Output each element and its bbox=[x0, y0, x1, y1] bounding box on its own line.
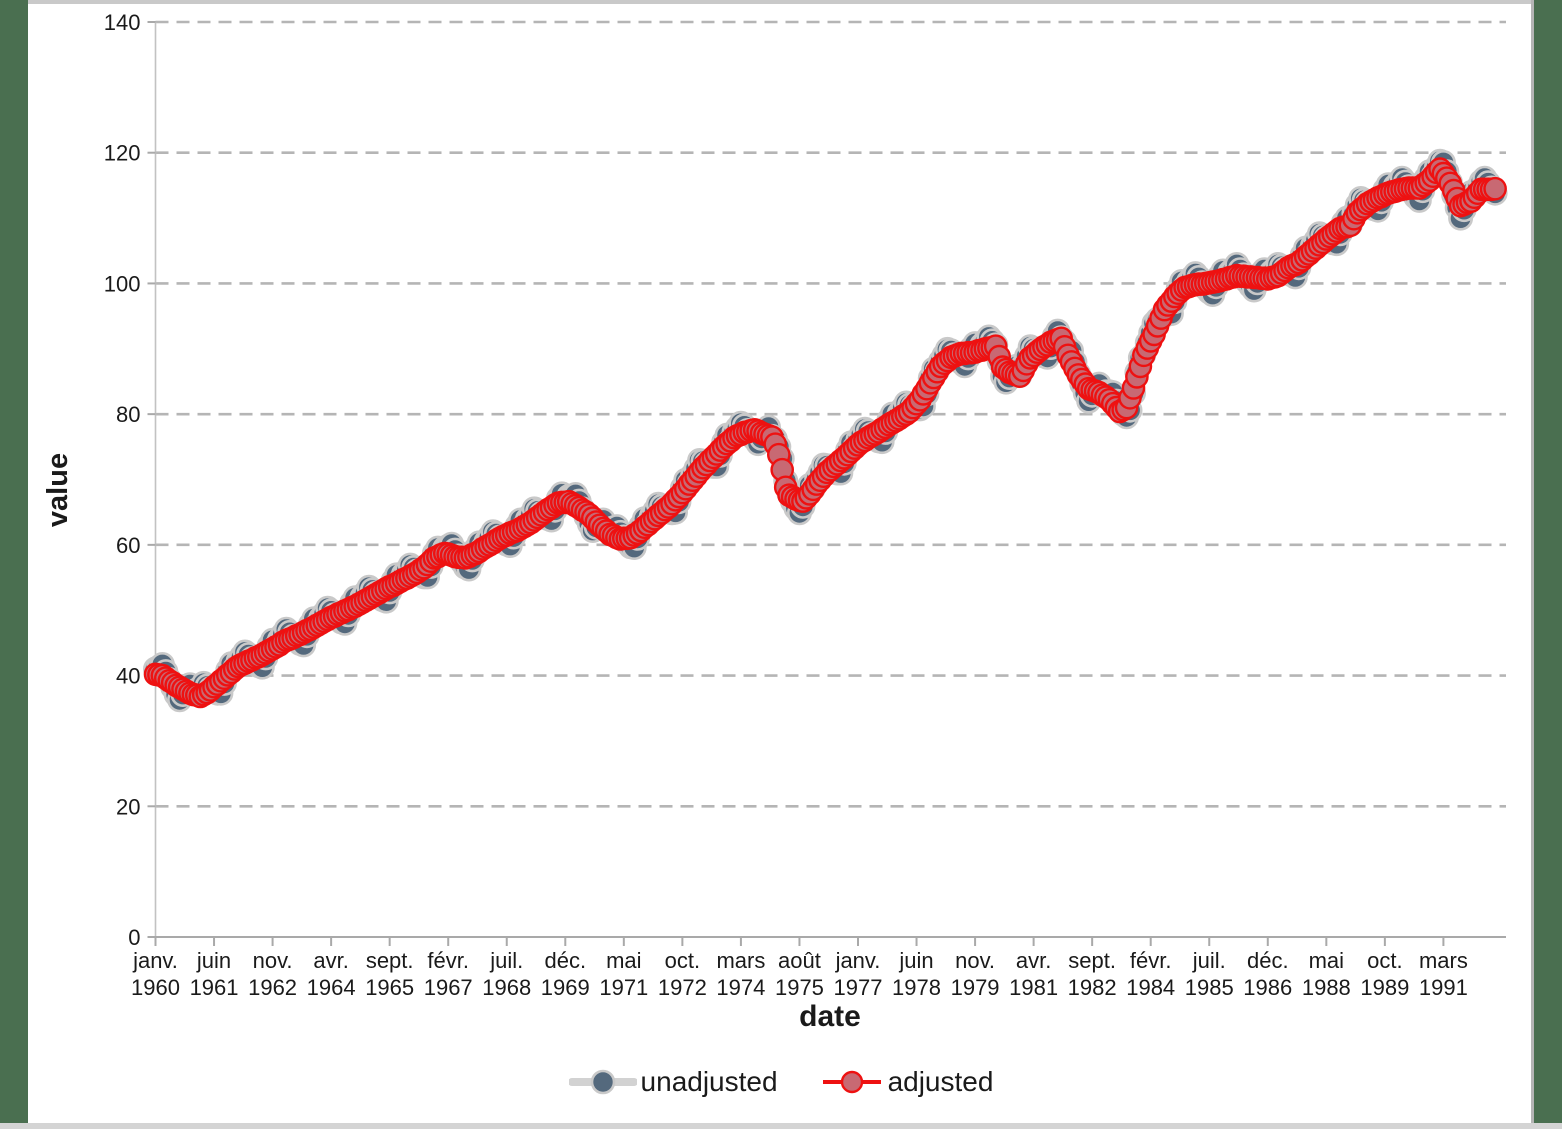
window-bottom-border bbox=[0, 1123, 1562, 1129]
x-tick-label-month: oct. bbox=[1367, 948, 1402, 973]
x-tick-label-year: 1991 bbox=[1419, 975, 1468, 1000]
y-tick-label: 40 bbox=[116, 664, 140, 689]
x-tick-label-month: mai bbox=[606, 948, 641, 973]
x-tick-label-year: 1962 bbox=[248, 975, 297, 1000]
x-tick-label-year: 1975 bbox=[775, 975, 824, 1000]
x-tick-label-month: mars bbox=[1419, 948, 1468, 973]
legend: unadjusted adjusted bbox=[30, 1066, 1532, 1098]
x-tick-label-month: juil. bbox=[489, 948, 523, 973]
x-axis-title: date bbox=[799, 1000, 861, 1033]
x-tick-label-month: juin bbox=[196, 948, 231, 973]
window-left-border bbox=[0, 0, 28, 1129]
x-tick-label-year: 1978 bbox=[892, 975, 941, 1000]
x-tick-label-month: mars bbox=[716, 948, 765, 973]
legend-item-adjusted[interactable]: adjusted bbox=[820, 1066, 994, 1098]
legend-label-adjusted: adjusted bbox=[887, 1066, 994, 1097]
x-tick-label-month: janv. bbox=[132, 948, 178, 973]
y-axis-title: value bbox=[41, 452, 74, 528]
x-tick-label-month: déc. bbox=[1247, 948, 1289, 973]
x-tick-label-year: 1981 bbox=[1009, 975, 1058, 1000]
x-tick-label-month: sept. bbox=[366, 948, 414, 973]
x-tick-label-year: 1967 bbox=[424, 975, 473, 1000]
y-tick-label: 80 bbox=[116, 402, 140, 427]
x-tick-label-month: nov. bbox=[955, 948, 995, 973]
x-tick-label-month: oct. bbox=[665, 948, 700, 973]
adjusted-series-marker-icon bbox=[822, 1070, 881, 1094]
legend-item-unadjusted[interactable]: unadjusted bbox=[568, 1066, 778, 1098]
window-right-border bbox=[1534, 0, 1562, 1129]
x-tick-label-month: déc. bbox=[544, 948, 586, 973]
legend-label-unadjusted: unadjusted bbox=[640, 1066, 778, 1097]
x-tick-label-month: août bbox=[778, 948, 821, 973]
x-tick-label-year: 1960 bbox=[131, 975, 180, 1000]
x-tick-label-month: juil. bbox=[1192, 948, 1226, 973]
y-tick-label: 100 bbox=[104, 271, 141, 296]
x-tick-label-year: 1984 bbox=[1126, 975, 1175, 1000]
x-tick-label-year: 1989 bbox=[1360, 975, 1409, 1000]
y-tick-label: 0 bbox=[128, 925, 140, 950]
window-right-border-line bbox=[1531, 0, 1534, 1129]
tick-labels: 020406080100120140janv.1960juin1961nov.1… bbox=[104, 10, 1468, 1000]
x-tick-label-year: 1968 bbox=[482, 975, 531, 1000]
y-tick-label: 120 bbox=[104, 141, 141, 166]
x-tick-label-month: févr. bbox=[427, 948, 469, 973]
x-tick-label-year: 1961 bbox=[190, 975, 239, 1000]
adjusted-data-point bbox=[1483, 176, 1507, 201]
x-tick-label-year: 1964 bbox=[307, 975, 356, 1000]
x-tick-label-year: 1974 bbox=[716, 975, 765, 1000]
x-tick-label-month: avr. bbox=[313, 948, 348, 973]
x-tick-label-year: 1979 bbox=[951, 975, 1000, 1000]
x-tick-label-month: janv. bbox=[835, 948, 881, 973]
x-tick-label-month: mai bbox=[1309, 948, 1344, 973]
data-series bbox=[143, 148, 1508, 713]
x-tick-label-year: 1988 bbox=[1302, 975, 1351, 1000]
x-tick-label-year: 1972 bbox=[658, 975, 707, 1000]
x-tick-label-month: avr. bbox=[1016, 948, 1051, 973]
window-top-border bbox=[28, 0, 1531, 4]
x-tick-label-month: nov. bbox=[253, 948, 293, 973]
y-tick-label: 140 bbox=[104, 10, 141, 35]
x-tick-label-month: févr. bbox=[1130, 948, 1172, 973]
x-tick-label-year: 1982 bbox=[1068, 975, 1117, 1000]
x-tick-label-year: 1985 bbox=[1185, 975, 1234, 1000]
x-tick-label-month: sept. bbox=[1068, 948, 1116, 973]
x-tick-label-year: 1986 bbox=[1243, 975, 1292, 1000]
axes bbox=[147, 21, 1506, 946]
x-tick-label-year: 1971 bbox=[599, 975, 648, 1000]
x-tick-label-year: 1969 bbox=[541, 975, 590, 1000]
y-tick-label: 60 bbox=[116, 533, 140, 558]
unadjusted-series-marker-icon bbox=[568, 1069, 637, 1095]
x-tick-label-month: juin bbox=[898, 948, 933, 973]
gridlines bbox=[155, 20, 1506, 808]
y-tick-label: 20 bbox=[116, 794, 140, 819]
x-tick-label-year: 1977 bbox=[834, 975, 883, 1000]
x-tick-label-year: 1965 bbox=[365, 975, 414, 1000]
